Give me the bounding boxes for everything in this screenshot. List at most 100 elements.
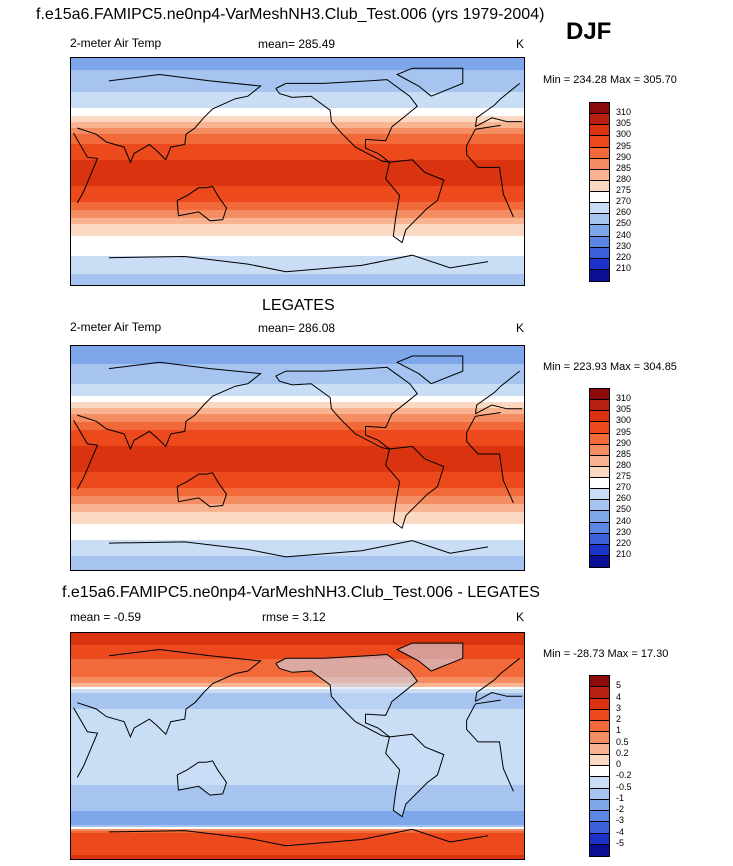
colorbar-swatch bbox=[590, 522, 609, 534]
latitude-band bbox=[71, 851, 524, 854]
latitude-band bbox=[71, 855, 524, 858]
latitude-band bbox=[71, 773, 524, 776]
latitude-band bbox=[71, 164, 524, 167]
latitude-band bbox=[71, 444, 524, 447]
colorbar-swatch bbox=[590, 533, 609, 545]
latitude-band bbox=[71, 713, 524, 716]
colorbar-tick-label: -5 bbox=[616, 837, 625, 848]
latitude-band bbox=[71, 84, 524, 87]
latitude-band bbox=[71, 809, 524, 812]
panel2-minmax: Min = 223.93 Max = 304.85 bbox=[543, 361, 677, 373]
panel1-map-svg bbox=[71, 58, 524, 285]
colorbar-swatch bbox=[590, 466, 609, 478]
latitude-band bbox=[71, 400, 524, 403]
latitude-band bbox=[71, 78, 524, 81]
latitude-band bbox=[71, 779, 524, 782]
latitude-band bbox=[71, 246, 524, 249]
latitude-band bbox=[71, 787, 524, 790]
colorbar-swatch bbox=[590, 455, 609, 467]
latitude-band bbox=[71, 60, 524, 63]
panel2-map bbox=[70, 345, 525, 571]
latitude-band bbox=[71, 146, 524, 149]
latitude-band bbox=[71, 763, 524, 766]
latitude-band bbox=[71, 450, 524, 453]
panel2-bands bbox=[71, 346, 525, 571]
latitude-band bbox=[71, 518, 524, 521]
colorbar-tick-label: 275 bbox=[616, 471, 632, 481]
latitude-band bbox=[71, 677, 524, 680]
latitude-band bbox=[71, 90, 524, 93]
latitude-band bbox=[71, 683, 524, 686]
panel1-bands bbox=[71, 58, 524, 285]
colorbar-tick-label: 310 bbox=[616, 393, 632, 404]
latitude-band bbox=[71, 721, 524, 724]
latitude-band bbox=[71, 550, 524, 553]
latitude-band bbox=[71, 711, 524, 714]
panel3-map bbox=[70, 632, 525, 860]
latitude-band bbox=[71, 366, 524, 369]
latitude-band bbox=[71, 739, 524, 742]
latitude-band bbox=[71, 62, 524, 65]
latitude-band bbox=[71, 204, 524, 207]
latitude-band bbox=[71, 72, 524, 75]
latitude-band bbox=[71, 436, 524, 439]
panel1-mean-label: mean= 285.49 bbox=[258, 37, 336, 51]
latitude-band bbox=[71, 240, 524, 243]
latitude-band bbox=[71, 723, 524, 726]
latitude-band bbox=[71, 801, 524, 804]
latitude-band bbox=[71, 478, 524, 481]
latitude-band bbox=[71, 186, 524, 189]
latitude-band bbox=[71, 148, 524, 151]
panel3-map-svg bbox=[71, 633, 524, 859]
latitude-band bbox=[71, 250, 524, 253]
latitude-band bbox=[71, 354, 524, 357]
colorbar-swatch bbox=[590, 389, 609, 401]
colorbar-tick-label: 270 bbox=[616, 482, 632, 493]
latitude-band bbox=[71, 639, 524, 642]
latitude-band bbox=[71, 570, 525, 571]
colorbar-swatch bbox=[590, 687, 609, 699]
latitude-band bbox=[71, 440, 524, 443]
colorbar-tick-label: 4 bbox=[616, 691, 622, 702]
latitude-band bbox=[71, 142, 524, 145]
latitude-band bbox=[71, 272, 524, 275]
panel1-units: K bbox=[516, 37, 525, 51]
latitude-band bbox=[71, 546, 524, 549]
latitude-band bbox=[71, 831, 524, 834]
colorbar-swatch bbox=[590, 743, 609, 755]
colorbar-swatch bbox=[590, 269, 609, 281]
latitude-band bbox=[71, 252, 524, 255]
latitude-band bbox=[71, 372, 524, 375]
latitude-band bbox=[71, 468, 524, 471]
colorbar-swatch bbox=[590, 158, 609, 170]
latitude-band bbox=[71, 528, 524, 531]
latitude-band bbox=[71, 765, 524, 768]
latitude-band bbox=[71, 224, 524, 227]
coastline bbox=[77, 73, 523, 164]
coastline bbox=[108, 828, 489, 847]
latitude-band bbox=[71, 819, 524, 822]
colorbar-tick-label: 310 bbox=[616, 107, 632, 118]
colorbar-swatch bbox=[590, 103, 609, 115]
latitude-band bbox=[71, 821, 524, 824]
latitude-band bbox=[71, 526, 524, 529]
latitude-band bbox=[71, 456, 524, 459]
latitude-band bbox=[71, 480, 524, 483]
latitude-band bbox=[71, 368, 524, 371]
latitude-band bbox=[71, 394, 524, 397]
latitude-band bbox=[71, 474, 524, 477]
latitude-band bbox=[71, 849, 524, 852]
latitude-band bbox=[71, 244, 524, 247]
latitude-band bbox=[71, 266, 524, 269]
latitude-band bbox=[71, 428, 524, 431]
latitude-band bbox=[71, 506, 524, 509]
latitude-band bbox=[71, 70, 524, 73]
land-anomaly-patch bbox=[275, 654, 418, 737]
latitude-band bbox=[71, 464, 524, 467]
latitude-band bbox=[71, 448, 524, 451]
latitude-band bbox=[71, 767, 524, 770]
latitude-band bbox=[71, 418, 524, 421]
colorbar-swatch bbox=[590, 788, 609, 800]
coastline bbox=[108, 254, 489, 273]
latitude-band bbox=[71, 532, 524, 535]
